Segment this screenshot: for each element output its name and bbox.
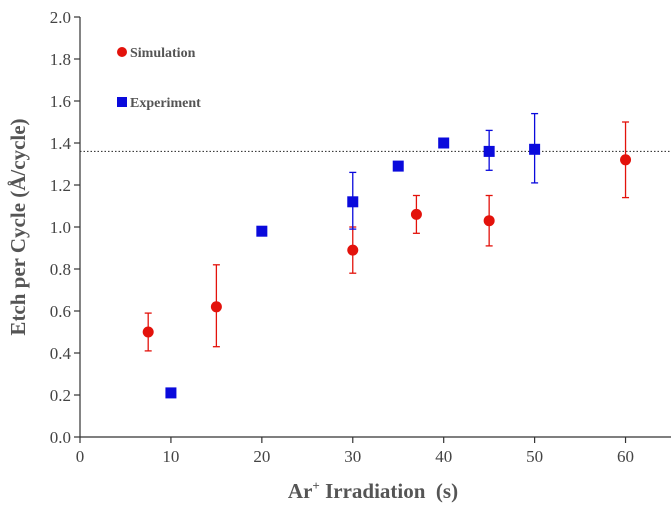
simulation-point	[483, 215, 495, 227]
x-axis-title: Ar+ Irradiation (s)	[288, 478, 458, 503]
x-tick-label: 20	[253, 447, 270, 466]
simulation-point	[142, 326, 154, 338]
y-tick-label: 1.2	[50, 176, 71, 195]
x-tick-label: 40	[435, 447, 452, 466]
experiment-point	[392, 160, 404, 172]
simulation-point	[620, 154, 632, 166]
legend: Simulation Experiment	[117, 46, 201, 111]
y-tick-label: 0.0	[50, 428, 71, 447]
legend-simulation-marker	[117, 47, 127, 57]
experiment-point	[529, 143, 541, 155]
simulation-point	[210, 301, 222, 313]
y-tick-label: 1.8	[50, 50, 71, 69]
experiment-point	[256, 225, 268, 237]
x-tick-label: 0	[76, 447, 85, 466]
simulation-point	[410, 208, 422, 220]
y-tick-label: 1.0	[50, 218, 71, 237]
simulation-point	[347, 244, 359, 256]
tick-labels: 0.0 0.2 0.4 0.6 0.8 1.0 1.2 1.4 1.6 1.8 2.0 0 10 20 30…	[50, 8, 634, 466]
legend-experiment-label: Experiment	[130, 96, 201, 111]
x-tick-label: 30	[344, 447, 361, 466]
error-bars	[144, 112, 630, 352]
experiment-point	[483, 145, 495, 157]
y-tick-label: 2.0	[50, 8, 71, 27]
experiment-point	[347, 196, 359, 208]
y-tick-label: 0.6	[50, 302, 71, 321]
axes	[74, 16, 671, 443]
legend-simulation-label: Simulation	[130, 46, 196, 61]
y-tick-label: 1.4	[50, 134, 72, 153]
y-tick-label: 0.4	[50, 344, 72, 363]
y-tick-label: 0.8	[50, 260, 71, 279]
x-tick-label: 60	[617, 447, 634, 466]
y-axis-title: Etch per Cycle (Å/cycle)	[6, 118, 30, 335]
experiment-point	[438, 137, 450, 149]
experiment-point	[165, 387, 177, 399]
data-points	[142, 137, 632, 399]
y-tick-label: 0.2	[50, 386, 71, 405]
y-tick-label: 1.6	[50, 92, 71, 111]
x-tick-label: 10	[162, 447, 179, 466]
x-tick-label: 50	[526, 447, 543, 466]
legend-experiment-marker	[117, 97, 127, 107]
